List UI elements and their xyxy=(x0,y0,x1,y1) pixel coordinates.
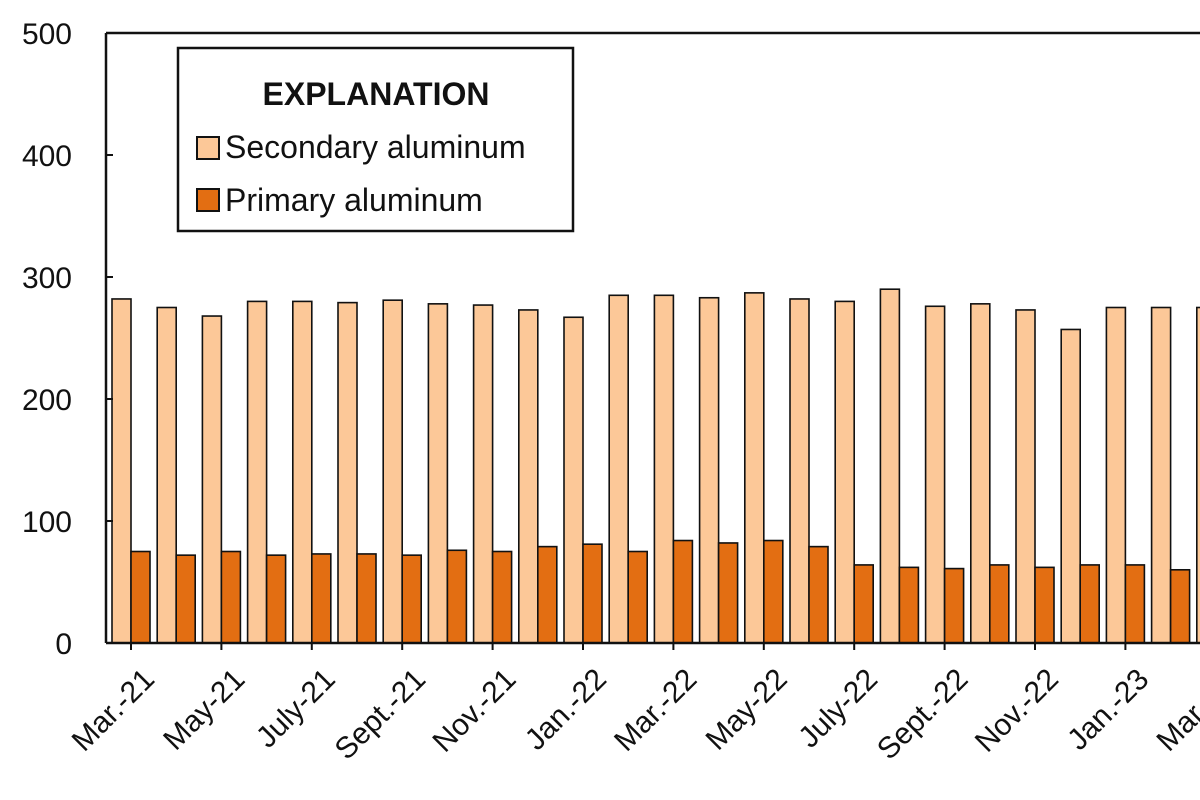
x-tick-label-8: July-22 xyxy=(792,663,884,755)
x-tick-label-5: Jan.-22 xyxy=(519,663,613,757)
x-tick-label-10: Nov.-22 xyxy=(969,663,1065,759)
bar-primary-12 xyxy=(672,539,694,644)
bar-secondary-7 xyxy=(427,303,449,644)
bar-primary-21 xyxy=(1079,564,1100,644)
legend-swatch-secondary xyxy=(196,136,220,160)
bar-secondary-15 xyxy=(789,298,810,644)
y-tick-label-300: 300 xyxy=(22,262,72,295)
bar-primary-9 xyxy=(536,545,558,644)
bar-secondary-9 xyxy=(517,309,539,644)
bar-primary-7 xyxy=(446,549,468,644)
bar-secondary-18 xyxy=(924,305,946,644)
bar-secondary-10 xyxy=(563,316,584,644)
legend: EXPLANATION Secondary aluminum Primary a… xyxy=(176,46,575,233)
bar-primary-5 xyxy=(356,553,377,644)
y-tick-label-500: 500 xyxy=(22,18,72,51)
bar-secondary-19 xyxy=(969,303,991,644)
bar-secondary-5 xyxy=(337,301,358,644)
legend-box xyxy=(176,46,575,233)
y-axis-ticks: 0 100 200 300 400 500 xyxy=(22,18,113,661)
legend-label-secondary: Secondary aluminum xyxy=(225,129,526,165)
legend-swatch-primary xyxy=(196,188,220,212)
axes-layer xyxy=(104,31,1200,645)
x-tick-label-7: May-22 xyxy=(700,663,794,757)
bar-primary-4 xyxy=(310,553,332,644)
bar-secondary-12 xyxy=(653,294,675,644)
bar-primary-6 xyxy=(401,554,423,644)
x-tick-label-4: Nov.-21 xyxy=(427,663,523,759)
bar-secondary-8 xyxy=(472,304,494,644)
bar-primary-1 xyxy=(175,554,196,644)
legend-label-primary: Primary aluminum xyxy=(225,182,483,218)
bar-primary-17 xyxy=(898,566,920,644)
y-tick-label-400: 400 xyxy=(22,140,72,173)
bar-primary-20 xyxy=(1034,566,1055,644)
y-tick-label-0: 0 xyxy=(55,628,72,661)
bar-secondary-17 xyxy=(879,288,901,644)
bar-secondary-2 xyxy=(201,315,223,644)
legend-title: EXPLANATION xyxy=(263,76,490,112)
bar-secondary-24 xyxy=(1196,306,1200,644)
y-tick-label-100: 100 xyxy=(22,506,72,539)
bar-primary-0 xyxy=(130,550,151,644)
bar-secondary-23 xyxy=(1150,306,1172,644)
bar-primary-8 xyxy=(491,550,513,644)
y-tick-label-200: 200 xyxy=(22,384,72,417)
bar-secondary-22 xyxy=(1105,306,1127,644)
bar-secondary-1 xyxy=(156,306,177,644)
bar-primary-19 xyxy=(988,564,1010,644)
x-axis-ticks: Mar.-21May-21July-21Sept.-21Nov.-21Jan.-… xyxy=(66,643,1200,766)
x-tick-label-11: Jan.-23 xyxy=(1061,663,1155,757)
bar-primary-23 xyxy=(1169,568,1191,644)
bar-primary-3 xyxy=(265,554,287,644)
bar-secondary-6 xyxy=(382,299,404,644)
bar-secondary-20 xyxy=(1015,309,1036,644)
bar-primary-18 xyxy=(943,567,965,644)
bar-primary-11 xyxy=(627,550,649,644)
bar-primary-13 xyxy=(717,542,739,644)
bar-secondary-21 xyxy=(1060,328,1081,644)
bars-layer xyxy=(111,288,1200,644)
bar-primary-15 xyxy=(808,545,829,644)
bar-secondary-14 xyxy=(743,292,765,644)
x-tick-label-12: Mar.-23 xyxy=(1150,663,1200,758)
x-tick-label-1: May-21 xyxy=(157,663,251,757)
bar-primary-10 xyxy=(582,543,603,644)
bar-secondary-4 xyxy=(291,300,313,644)
bar-primary-2 xyxy=(220,550,242,644)
x-tick-label-3: Sept.-21 xyxy=(329,663,433,767)
bar-secondary-11 xyxy=(608,294,630,644)
x-tick-label-6: Mar.-22 xyxy=(608,663,703,758)
bar-primary-22 xyxy=(1124,564,1146,644)
bar-secondary-0 xyxy=(111,298,132,644)
x-tick-label-9: Sept.-22 xyxy=(871,663,975,767)
bar-primary-14 xyxy=(762,539,784,644)
x-tick-label-0: Mar.-21 xyxy=(66,663,161,758)
bar-secondary-16 xyxy=(834,300,856,644)
bar-secondary-13 xyxy=(698,296,720,644)
x-tick-label-2: July-21 xyxy=(250,663,342,755)
bar-primary-16 xyxy=(853,564,875,644)
bar-secondary-3 xyxy=(246,300,268,644)
